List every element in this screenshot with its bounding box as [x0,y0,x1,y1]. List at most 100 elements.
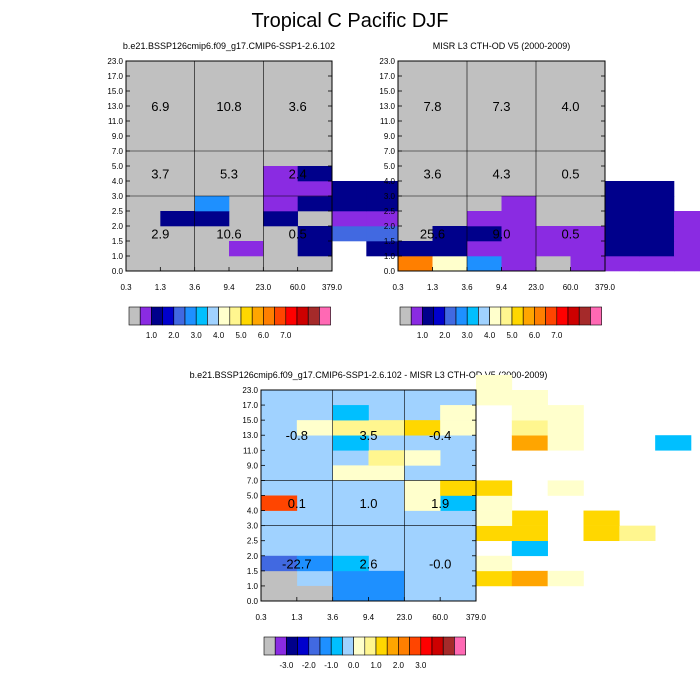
panel1-cell [366,196,401,212]
panel2-cell [605,256,640,272]
panel2-y-tick-label: 11.0 [380,117,396,126]
panel1-cell [297,196,333,212]
panel1-title: b.e21.BSSP126cmip6.f09_g17.CMIP6-SSP1-2.… [123,41,335,51]
panel1-cell [366,211,401,227]
panel1-cell [263,211,298,227]
panel2-colorbar-swatch [478,306,490,326]
panel2-cell [639,226,675,242]
panel3-cell [261,570,298,587]
panel3-cell [332,570,369,587]
panel3-cell [511,390,548,406]
panel3-cell [619,525,656,542]
panel3-y-tick-label: 3.0 [247,522,259,531]
panel3-cell [368,585,405,602]
panel3-cell [440,495,477,511]
panel1-colorbar-swatch [128,306,141,326]
panel1-block-value: 5.3 [220,167,238,182]
panel2-title: MISR L3 CTH-OD V5 (2000-2009) [433,41,571,51]
panel3-cell [440,405,477,421]
panel2-colorbar-swatch [422,306,434,326]
panel2-colorbar-label: 5.0 [506,331,518,340]
panel2-cell [432,256,468,272]
panel1-x-tick-label: 60.0 [290,283,306,292]
panel2-x-tick-label: 60.0 [563,283,579,292]
panel1-y-tick-label: 23.0 [107,57,123,66]
panel2-cell [501,196,537,212]
panel3-cell [296,420,333,436]
panel2-cell [674,226,700,242]
panel3-cell [332,435,369,451]
panel2-cell [605,181,640,197]
panel3-cell [476,525,513,542]
panel3-cell [583,510,620,526]
panel3-cell [261,495,298,511]
panel2-colorbar-swatch [489,306,502,326]
panel3-y-tick-label: 2.0 [247,552,259,561]
panel2-x-tick-label: 23.0 [528,283,544,292]
panel1-colorbar-swatch [184,306,197,326]
panel1-block-value: 0.5 [289,227,307,242]
panel1-block-value: 3.6 [289,99,307,114]
panel1-block-value: 2.4 [289,167,307,182]
panel3-cell [261,585,298,602]
panel3-block-value: 2.6 [359,556,377,571]
panel3-colorbar-swatch [353,636,366,656]
panel3-y-tick-label: 4.0 [247,507,259,516]
panel3-y-tick-label: 0.0 [247,597,259,606]
panel1-x-tick-label: 0.3 [120,283,132,292]
panel3-block-value: -22.7 [282,556,312,571]
panel1-cell [332,211,367,227]
panel1-y-tick-label: 13.0 [107,102,123,111]
panel3-block-value: -0.0 [429,556,451,571]
panel2-y-tick-label: 4.0 [384,177,396,186]
panel1-colorbar-label: 3.0 [191,331,203,340]
panel2-cell [639,241,675,257]
panel3-block-value: 3.5 [359,428,377,443]
panel2-cell [639,211,675,227]
panel2-cell [467,226,502,242]
panel3-y-tick-label: 15.0 [242,416,258,425]
panel3-cell [404,495,441,511]
panel1-cell [366,226,401,242]
panel3-y-tick-label: 2.5 [247,537,259,546]
panel1-cell [194,211,230,227]
panel2-colorbar-swatch [466,306,479,326]
panel3-cell [476,480,513,496]
panel3-cell [511,510,548,526]
panel3-cell [511,540,548,557]
panel3-cell [476,510,513,526]
panel2-cell [501,241,537,257]
panel3-cell [511,435,548,451]
panel3-x-tick-label: 1.3 [291,613,303,622]
panel1-cell [366,241,401,257]
panel2-cell [570,241,606,257]
panel1-colorbar-swatch [229,306,242,326]
panel2-cell [536,241,571,257]
panel2-y-tick-label: 7.0 [384,147,396,156]
panel2-cell [605,241,640,257]
panel2-colorbar-label: 3.0 [462,331,474,340]
panel1-colorbar-swatch [296,306,309,326]
panel3-y-tick-label: 11.0 [243,446,259,455]
panel3-cell [476,495,513,511]
panel2-y-tick-label: 15.0 [379,87,395,96]
panel1-cell [194,196,230,212]
panel2-colorbar-swatch [567,306,580,326]
panel1-cell [263,181,298,197]
panel2-cell [674,211,700,227]
panel3-title: b.e21.BSSP126cmip6.f09_g17.CMIP6-SSP1-2.… [190,370,548,380]
panel1-colorbar-swatch [207,306,219,326]
panel1-colorbar-swatch [285,306,298,326]
panel2-cell [467,211,502,227]
panel1-colorbar-swatch [319,306,331,326]
panel2-cell [674,241,700,257]
panel1-y-tick-label: 11.0 [108,117,124,126]
panel2-colorbar-label: 2.0 [439,331,451,340]
panel3-colorbar-label: -1.0 [324,661,338,670]
panel2-colorbar-label: 6.0 [529,331,541,340]
panel2-x-tick-label: 0.3 [392,283,404,292]
panel1-y-tick-label: 1.5 [112,237,124,246]
panel3-y-tick-label: 23.0 [242,386,258,395]
panel1-colorbar-label: 1.0 [146,331,158,340]
panel2-cell [398,256,433,272]
